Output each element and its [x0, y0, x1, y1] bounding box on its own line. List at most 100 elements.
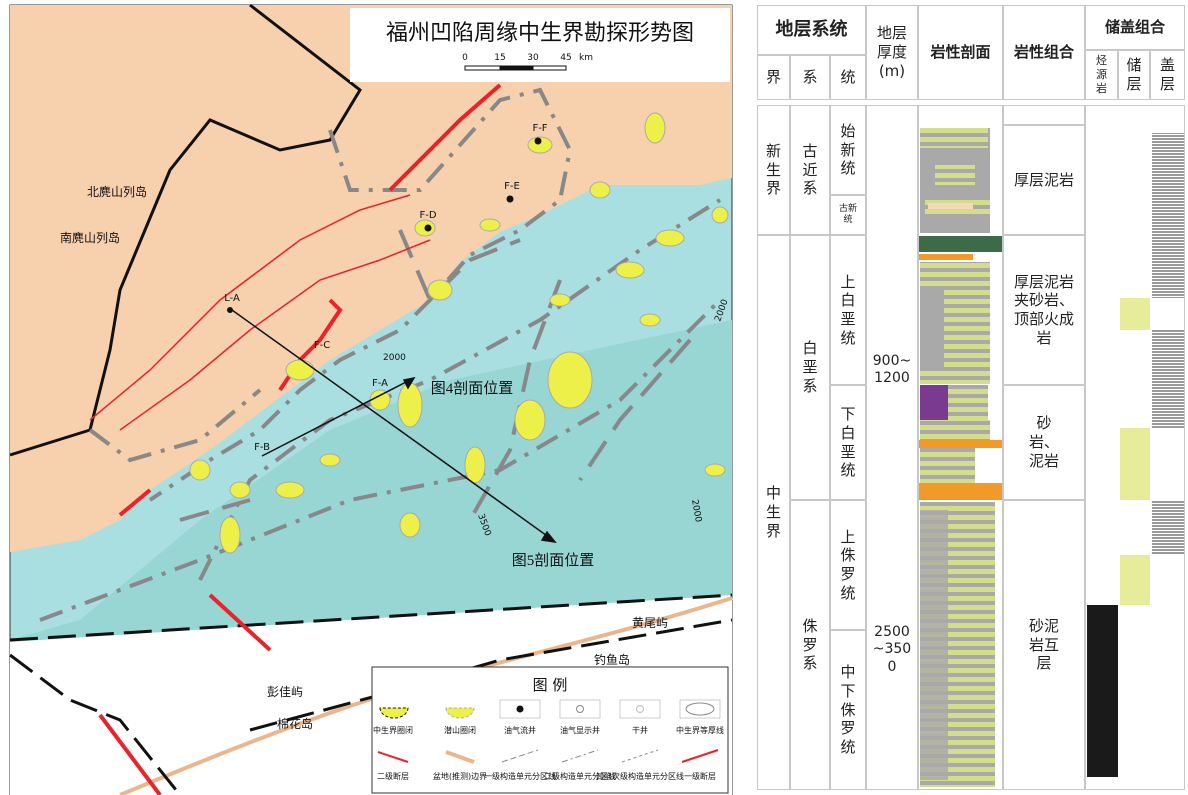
scale-label: 15 [494, 53, 505, 63]
series-cell: 古新统 [830, 195, 866, 235]
legend-symbols-shape [685, 702, 715, 716]
map-shape-shape [89, 194, 411, 421]
section-label: 图4剖面位置 [431, 380, 514, 397]
assemblage-cell: 砂岩、泥岩 [1003, 385, 1085, 500]
map-shape [371, 666, 729, 794]
series-cell: 下白垩统 [830, 385, 866, 500]
scale-label: 30 [527, 53, 539, 63]
legend-label: 二级构造单元分区线 [544, 771, 616, 781]
series-cell: 始新统 [830, 105, 866, 195]
series-cell: 上白垩统 [830, 235, 866, 385]
legend-symbols-shape [377, 751, 409, 763]
legend-symbols-shape [561, 749, 599, 763]
map-shape-shape [208, 593, 272, 652]
legend-symbols-shape [679, 699, 721, 719]
lithology-column-shape [918, 483, 1003, 500]
map-shape-shape [589, 181, 611, 199]
place-label: 钓鱼岛 [594, 652, 630, 667]
map-shape-shape [369, 389, 391, 411]
reservoir-cap-cell [1085, 105, 1185, 790]
lithology-column-shape [918, 236, 1003, 252]
well-label: F-C [314, 340, 330, 351]
header-cell: 系 [790, 55, 830, 100]
legend-label: 盆地(推测)边界 [433, 771, 487, 781]
map-shape-shape [148, 87, 573, 502]
map-shape-shape [402, 376, 416, 390]
map-shape-shape [275, 481, 305, 499]
map-shape-shape [39, 298, 722, 622]
map-shape-shape [219, 516, 241, 554]
map-shape [9, 3, 362, 457]
legend-label: 油气流井 [504, 725, 536, 735]
lithology-column-shape [935, 165, 975, 185]
lithology-column-shape [1152, 500, 1185, 555]
map-shape [189, 112, 729, 554]
lithology-column-shape [1120, 555, 1150, 605]
legend-symbols-shape [516, 705, 524, 713]
map-shape-shape [285, 359, 315, 381]
series-cell: 上侏罗统 [830, 500, 866, 630]
legend-title: 图 例 [533, 676, 568, 694]
assemblage-cell: 厚层泥岩夹砂岩、顶部火成岩 [1003, 235, 1085, 385]
lithology-column-shape [1120, 428, 1150, 500]
thickness-label: 2500~3500 [872, 623, 912, 675]
scale-label: 45 [560, 53, 571, 63]
map-shape-shape [231, 309, 551, 539]
map-shape-shape [118, 488, 152, 517]
line-label: L-A [224, 293, 240, 304]
map-shape-shape [534, 137, 542, 145]
map-shape-shape [704, 463, 726, 477]
place-label: 棉花岛 [277, 716, 313, 731]
legend-symbols-shape [636, 705, 644, 713]
map-shape-shape [615, 261, 645, 279]
legend-label: 潜山圈闭 [444, 725, 476, 735]
lithology-column-shape [920, 510, 948, 780]
well-label: F-D [419, 210, 436, 221]
lithology-column-shape [918, 440, 1003, 448]
header-cell: 岩性剖面 [918, 5, 1003, 100]
header-cell: 地层系统 [757, 5, 866, 55]
map-shape-shape [639, 313, 661, 327]
thickness-cell [866, 105, 918, 790]
lithology-column-shape [1087, 605, 1118, 777]
legend-symbols [377, 699, 721, 764]
erathem-cell: 新生界 [757, 105, 790, 235]
map-shape-shape [547, 351, 593, 409]
erathem-cell: 中生界 [757, 235, 790, 790]
map-shape-shape [514, 399, 546, 441]
lithology-column-shape [1120, 298, 1150, 330]
map-shape-shape [88, 388, 262, 463]
assemblage-cell: 砂泥岩互层 [1003, 500, 1085, 790]
contour-label: 2000 [383, 353, 406, 363]
legend-symbols-shape [499, 699, 541, 719]
legend-label: 一级断层 [684, 771, 716, 781]
map-shape-shape [527, 136, 553, 154]
map-shape [227, 137, 542, 313]
assemblage-cell: 厚层泥岩 [1003, 125, 1085, 235]
legend-label: 中生界等厚线 [676, 725, 724, 735]
well-label: F-B [254, 442, 270, 453]
header-cell: 烃源岩 [1085, 50, 1118, 100]
map-shape-shape [261, 379, 411, 457]
lithology-cell [918, 105, 1003, 790]
map-shape-shape [198, 198, 722, 581]
section-label: 图5剖面位置 [512, 552, 595, 569]
map-shape-shape [711, 206, 729, 224]
map-shape [464, 65, 567, 71]
map-shape-shape [319, 453, 341, 467]
map-shape-shape [189, 459, 211, 481]
well-label: F-E [504, 181, 520, 192]
legend-symbols-shape [379, 707, 409, 719]
legend-label: 一级构造单元分区线 [484, 771, 556, 781]
lithology-column-shape [928, 203, 973, 209]
system-cell: 古近系 [790, 105, 830, 235]
legend-label: 凹陷次级构造单元分区线 [596, 771, 684, 781]
place-label: 黄尾屿 [632, 616, 668, 630]
system-cell: 侏罗系 [790, 500, 830, 790]
scale-label: 0 [462, 53, 468, 63]
map-shape-shape [464, 65, 501, 71]
map-shape-shape [578, 338, 692, 482]
map-shape-shape [532, 65, 567, 71]
